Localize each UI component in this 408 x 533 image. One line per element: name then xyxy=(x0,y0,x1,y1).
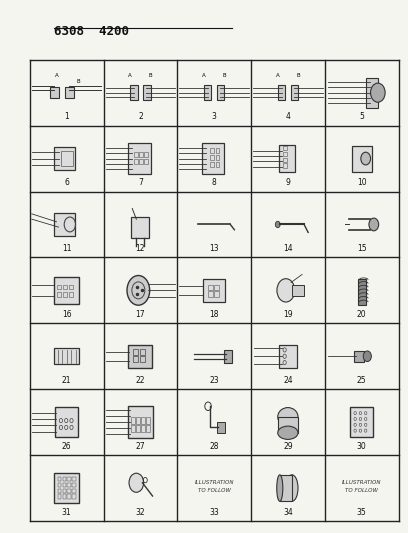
FancyBboxPatch shape xyxy=(217,422,226,433)
FancyBboxPatch shape xyxy=(203,279,226,302)
FancyBboxPatch shape xyxy=(291,85,298,100)
FancyBboxPatch shape xyxy=(55,147,75,170)
Text: 32: 32 xyxy=(135,508,145,517)
Text: 24: 24 xyxy=(283,376,293,385)
Ellipse shape xyxy=(278,408,298,426)
Text: 10: 10 xyxy=(357,178,366,187)
Text: 4: 4 xyxy=(286,112,290,122)
FancyBboxPatch shape xyxy=(128,143,151,174)
Text: 16: 16 xyxy=(62,310,71,319)
FancyBboxPatch shape xyxy=(55,348,79,364)
Text: TO FOLLOW: TO FOLLOW xyxy=(197,488,231,493)
FancyBboxPatch shape xyxy=(64,87,73,98)
Text: B: B xyxy=(222,73,226,78)
Text: 27: 27 xyxy=(135,442,145,451)
Text: 22: 22 xyxy=(135,376,145,385)
Circle shape xyxy=(370,83,385,102)
Circle shape xyxy=(127,276,150,305)
Text: 25: 25 xyxy=(357,376,366,385)
FancyBboxPatch shape xyxy=(278,417,298,433)
Text: 30: 30 xyxy=(357,442,366,451)
Circle shape xyxy=(363,351,371,361)
Text: ILLUSTRATION: ILLUSTRATION xyxy=(194,480,234,485)
FancyBboxPatch shape xyxy=(55,473,79,503)
FancyBboxPatch shape xyxy=(128,406,153,438)
Circle shape xyxy=(369,218,379,231)
Text: 14: 14 xyxy=(283,244,293,253)
Text: 17: 17 xyxy=(135,310,145,319)
Text: 13: 13 xyxy=(209,244,219,253)
FancyBboxPatch shape xyxy=(204,85,211,100)
Text: 5: 5 xyxy=(359,112,364,122)
FancyBboxPatch shape xyxy=(130,85,137,100)
Circle shape xyxy=(129,473,144,492)
Text: A: A xyxy=(129,73,132,78)
Text: B: B xyxy=(296,73,300,78)
Text: 29: 29 xyxy=(283,442,293,451)
FancyBboxPatch shape xyxy=(280,475,292,502)
Text: 12: 12 xyxy=(135,244,145,253)
FancyBboxPatch shape xyxy=(217,85,224,100)
Text: 11: 11 xyxy=(62,244,71,253)
Ellipse shape xyxy=(286,475,298,502)
FancyBboxPatch shape xyxy=(357,279,366,305)
FancyBboxPatch shape xyxy=(279,345,297,368)
FancyBboxPatch shape xyxy=(354,351,364,361)
FancyBboxPatch shape xyxy=(55,277,79,304)
FancyBboxPatch shape xyxy=(366,78,378,108)
FancyBboxPatch shape xyxy=(131,216,149,238)
FancyBboxPatch shape xyxy=(278,85,285,100)
Text: 20: 20 xyxy=(357,310,366,319)
Circle shape xyxy=(361,152,370,165)
Text: B: B xyxy=(77,78,81,84)
FancyBboxPatch shape xyxy=(292,285,304,296)
Circle shape xyxy=(275,221,280,228)
Text: 6308  4200: 6308 4200 xyxy=(54,25,129,38)
Text: 1: 1 xyxy=(64,112,69,122)
Text: A: A xyxy=(202,73,206,78)
FancyBboxPatch shape xyxy=(51,87,59,98)
Text: 35: 35 xyxy=(357,508,366,517)
FancyBboxPatch shape xyxy=(55,407,78,437)
Text: 9: 9 xyxy=(286,178,290,187)
Text: 33: 33 xyxy=(209,508,219,517)
FancyBboxPatch shape xyxy=(279,146,295,172)
Ellipse shape xyxy=(277,475,283,502)
FancyBboxPatch shape xyxy=(202,143,224,174)
Text: A: A xyxy=(276,73,279,78)
Text: 7: 7 xyxy=(138,178,143,187)
Text: 18: 18 xyxy=(209,310,219,319)
Circle shape xyxy=(277,279,295,302)
Text: 26: 26 xyxy=(62,442,71,451)
Text: 31: 31 xyxy=(62,508,71,517)
Text: 23: 23 xyxy=(209,376,219,385)
FancyBboxPatch shape xyxy=(350,407,373,437)
Text: 8: 8 xyxy=(212,178,217,187)
Text: 28: 28 xyxy=(209,442,219,451)
Text: TO FOLLOW: TO FOLLOW xyxy=(345,488,378,493)
FancyBboxPatch shape xyxy=(128,345,152,368)
Text: 15: 15 xyxy=(357,244,366,253)
Text: 34: 34 xyxy=(283,508,293,517)
FancyBboxPatch shape xyxy=(55,213,75,236)
Text: ILLUSTRATION: ILLUSTRATION xyxy=(342,480,381,485)
Text: B: B xyxy=(149,73,152,78)
Text: 6: 6 xyxy=(64,178,69,187)
Text: 2: 2 xyxy=(138,112,143,122)
Ellipse shape xyxy=(278,426,298,439)
Text: A: A xyxy=(55,73,58,78)
FancyBboxPatch shape xyxy=(352,147,372,172)
Text: 3: 3 xyxy=(212,112,217,122)
Text: 21: 21 xyxy=(62,376,71,385)
FancyBboxPatch shape xyxy=(224,350,233,362)
Text: 19: 19 xyxy=(283,310,293,319)
FancyBboxPatch shape xyxy=(143,85,151,100)
